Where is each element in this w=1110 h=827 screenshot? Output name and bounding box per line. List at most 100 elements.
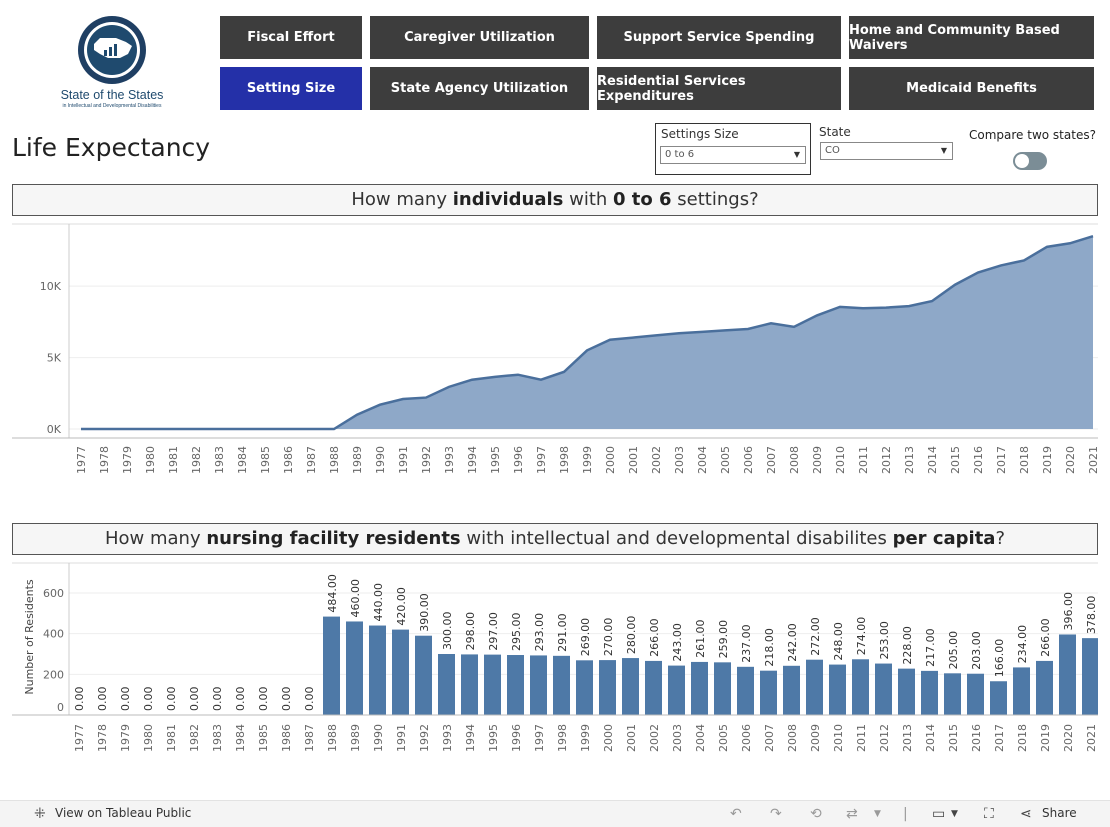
chart2-bar: [645, 660, 662, 715]
chart2-data-label: 297.00: [487, 612, 500, 651]
nav-setting-size-button[interactable]: Setting Size: [220, 67, 362, 110]
chart2-x-tick-label: 2017: [993, 724, 1006, 752]
chart1-x-tick-label: 1997: [535, 446, 548, 474]
chevron-down-icon: ▼: [793, 150, 800, 159]
chart2-bar: [1082, 638, 1098, 715]
chart2-x-tick-label: 1999: [579, 724, 592, 752]
chevron-down-icon: ▼: [940, 146, 947, 155]
chart2-data-label: 440.00: [372, 583, 385, 622]
nav-support-service-spending-button[interactable]: Support Service Spending: [597, 16, 841, 59]
chart2-x-tick-label: 1977: [73, 724, 86, 752]
chart1-x-tick-label: 1993: [443, 446, 456, 474]
chart1-x-tick-label: 2009: [811, 446, 824, 474]
chart2-bar: [1013, 667, 1030, 715]
chart2-x-tick-label: 2002: [648, 724, 661, 752]
section-title-nursing: How many nursing facility residents with…: [12, 523, 1098, 555]
chart1-x-tick-label: 2006: [742, 446, 755, 474]
section1-text-mid: with: [563, 189, 614, 210]
chart2-x-tick-label: 1989: [349, 724, 362, 752]
chart2-bar: [461, 654, 478, 715]
redo-icon[interactable]: ↷: [770, 806, 782, 822]
nav-caregiver-utilization-button[interactable]: Caregiver Utilization: [370, 16, 589, 59]
chart2-x-tick-label: 1987: [303, 724, 316, 752]
refresh-icon[interactable]: ⇄: [846, 806, 858, 822]
nav-state-agency-utilization-button[interactable]: State Agency Utilization: [370, 67, 589, 110]
page-title: Life Expectancy: [12, 133, 211, 162]
chart2-x-tick-label: 1992: [418, 724, 431, 752]
chart2-bar: [323, 616, 340, 715]
chart2-bar: [553, 655, 570, 715]
chart2-x-tick-label: 1980: [142, 724, 155, 752]
undo-icon[interactable]: ↶: [730, 806, 742, 822]
chart2-bar: [507, 655, 524, 715]
chart2-y-tick-label: 600: [43, 587, 64, 600]
chart1-x-tick-label: 2000: [604, 446, 617, 474]
fullscreen-icon[interactable]: ⛶: [984, 806, 994, 822]
chart1-x-tick-label: 2008: [788, 446, 801, 474]
chart2-bar: [760, 670, 777, 715]
nav-hcbs-waivers-button[interactable]: Home and Community Based Waivers: [849, 16, 1094, 59]
share-icon[interactable]: ⋖: [1020, 806, 1032, 822]
chart2-bar: [829, 664, 846, 715]
revert-icon[interactable]: ⟲: [810, 806, 822, 822]
section2-text-pre: How many: [104, 528, 207, 549]
chart2-data-label: 484.00: [326, 574, 339, 613]
chart2-bar: [599, 660, 616, 715]
logo-title: State of the States: [60, 88, 164, 102]
chevron-down-icon[interactable]: ▼: [951, 809, 958, 819]
chart2-bar: [898, 668, 915, 715]
chart2-data-label: 0.00: [211, 687, 224, 712]
chart1-area-fill: [81, 236, 1093, 429]
comment-icon[interactable]: ▭: [932, 806, 946, 822]
chart2-bar: [714, 662, 731, 715]
chevron-down-icon[interactable]: ▼: [874, 809, 881, 819]
chart2-bar: [875, 663, 892, 715]
individuals-area-chart: 0K 5K 10K 1977 1978 1979 1980 1981 1982 1983 1984 1…: [12, 223, 1100, 474]
view-on-tableau-link[interactable]: View on Tableau Public: [55, 806, 192, 820]
chart1-x-tick-label: 2020: [1064, 446, 1077, 474]
nursing-residents-bar-chart: 0 200 400 600 Number of Residents 0.00 0.00 0.0…: [12, 562, 1098, 752]
chart2-data-label: 272.00: [809, 617, 822, 656]
chart2-data-label: 280.00: [625, 616, 638, 655]
nav-fiscal-effort-button[interactable]: Fiscal Effort: [220, 16, 362, 59]
settings-size-label: Settings Size: [661, 127, 739, 141]
chart2-x-tick-label: 1994: [464, 724, 477, 752]
chart2-bar: [691, 661, 708, 715]
chart2-data-label: 298.00: [464, 612, 477, 651]
chart2-bar: [530, 655, 547, 715]
chart2-bar: [1036, 660, 1053, 715]
chart2-x-tick-label: 1995: [487, 724, 500, 752]
chart2-x-tick-label: 1983: [211, 724, 224, 752]
compare-toggle[interactable]: [1013, 152, 1047, 170]
chart2-data-label: 291.00: [556, 613, 569, 652]
chart2-bar: [484, 654, 501, 715]
nav-residential-services-button[interactable]: Residential Services Expenditures: [597, 67, 841, 110]
section-title-individuals: How many individuals with 0 to 6 setting…: [12, 184, 1098, 216]
chart2-data-label: 0.00: [96, 687, 109, 712]
chart1-x-tick-label: 1998: [558, 446, 571, 474]
chart2-data-label: 0.00: [280, 687, 293, 712]
chart2-data-label: 0.00: [303, 687, 316, 712]
logo-seal-icon: [78, 16, 146, 84]
chart1-x-tick-label: 1989: [351, 446, 364, 474]
nav-medicaid-benefits-button[interactable]: Medicaid Benefits: [849, 67, 1094, 110]
chart2-x-tick-label: 2019: [1039, 724, 1052, 752]
chart2-data-label: 237.00: [740, 624, 753, 663]
chart2-x-tick-label: 2007: [763, 724, 776, 752]
chart1-x-tick-label: 2005: [719, 446, 732, 474]
state-dropdown[interactable]: CO ▼: [820, 142, 953, 160]
chart2-data-label: 0.00: [165, 687, 178, 712]
chart2-x-tick-label: 1981: [165, 724, 178, 752]
chart2-data-label: 259.00: [717, 620, 730, 659]
chart1-x-tick-label: 1994: [466, 446, 479, 474]
chart2-bar: [1059, 634, 1076, 715]
chart2-data-label: 378.00: [1085, 596, 1098, 635]
chart1-x-tick-label: 2003: [673, 446, 686, 474]
section1-bold-1: individuals: [452, 189, 564, 210]
section2-bold-2: per capita: [892, 528, 996, 549]
section1-text-pre: How many: [351, 189, 453, 210]
chart2-x-tick-label: 2005: [717, 724, 730, 752]
settings-size-dropdown[interactable]: 0 to 6 ▼: [660, 146, 806, 164]
share-button[interactable]: Share: [1042, 806, 1077, 820]
chart1-x-tick-label: 1978: [98, 446, 111, 474]
